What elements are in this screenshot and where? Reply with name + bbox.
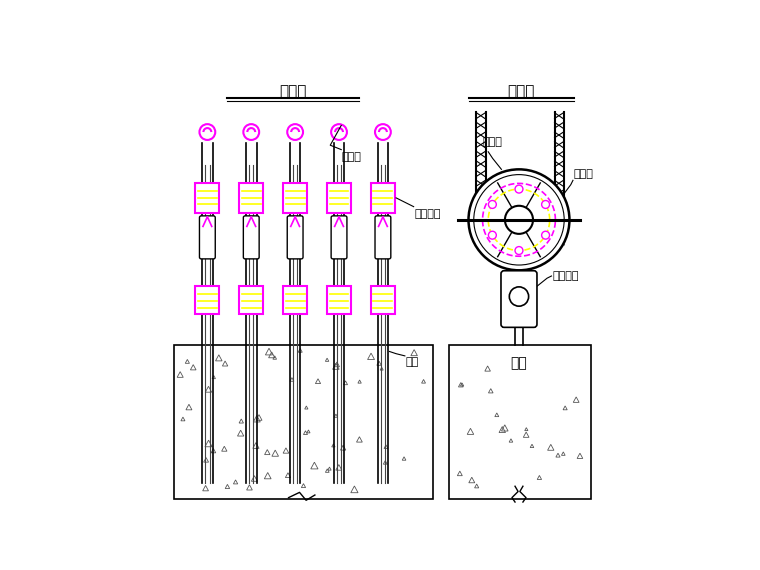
Circle shape	[542, 231, 549, 239]
Bar	[371, 182, 395, 213]
Bar	[239, 286, 263, 314]
Text: 拉带: 拉带	[406, 357, 419, 367]
Bar	[327, 182, 351, 213]
Text: 正面图: 正面图	[279, 84, 306, 99]
Text: 侧面图: 侧面图	[508, 84, 535, 99]
Text: 转向轮: 转向轮	[483, 137, 502, 148]
Circle shape	[509, 287, 529, 306]
Bar	[239, 182, 263, 213]
Text: 承重绳: 承重绳	[574, 169, 594, 180]
Circle shape	[515, 185, 523, 193]
Text: 拉带: 拉带	[511, 356, 527, 370]
Text: 连接夹板: 连接夹板	[414, 209, 441, 219]
FancyBboxPatch shape	[199, 216, 215, 259]
Bar	[371, 286, 395, 314]
Bar	[195, 286, 220, 314]
Circle shape	[473, 174, 564, 265]
FancyBboxPatch shape	[243, 216, 259, 259]
Bar	[283, 286, 307, 314]
Circle shape	[199, 124, 215, 140]
Circle shape	[243, 124, 259, 140]
FancyBboxPatch shape	[287, 216, 303, 259]
Circle shape	[542, 201, 549, 209]
Circle shape	[489, 201, 496, 209]
Circle shape	[468, 169, 569, 270]
Text: 连接夹板: 连接夹板	[553, 271, 579, 281]
FancyBboxPatch shape	[375, 216, 391, 259]
Circle shape	[287, 124, 303, 140]
Bar	[448, 345, 591, 499]
Bar	[283, 182, 307, 213]
Bar	[175, 345, 433, 499]
Bar	[327, 286, 351, 314]
Circle shape	[505, 206, 533, 234]
Circle shape	[375, 124, 391, 140]
Circle shape	[489, 231, 496, 239]
FancyBboxPatch shape	[501, 271, 537, 327]
Bar	[195, 182, 220, 213]
FancyBboxPatch shape	[331, 216, 347, 259]
Text: 转向轮: 转向轮	[341, 152, 361, 162]
Circle shape	[515, 247, 523, 254]
Circle shape	[331, 124, 347, 140]
